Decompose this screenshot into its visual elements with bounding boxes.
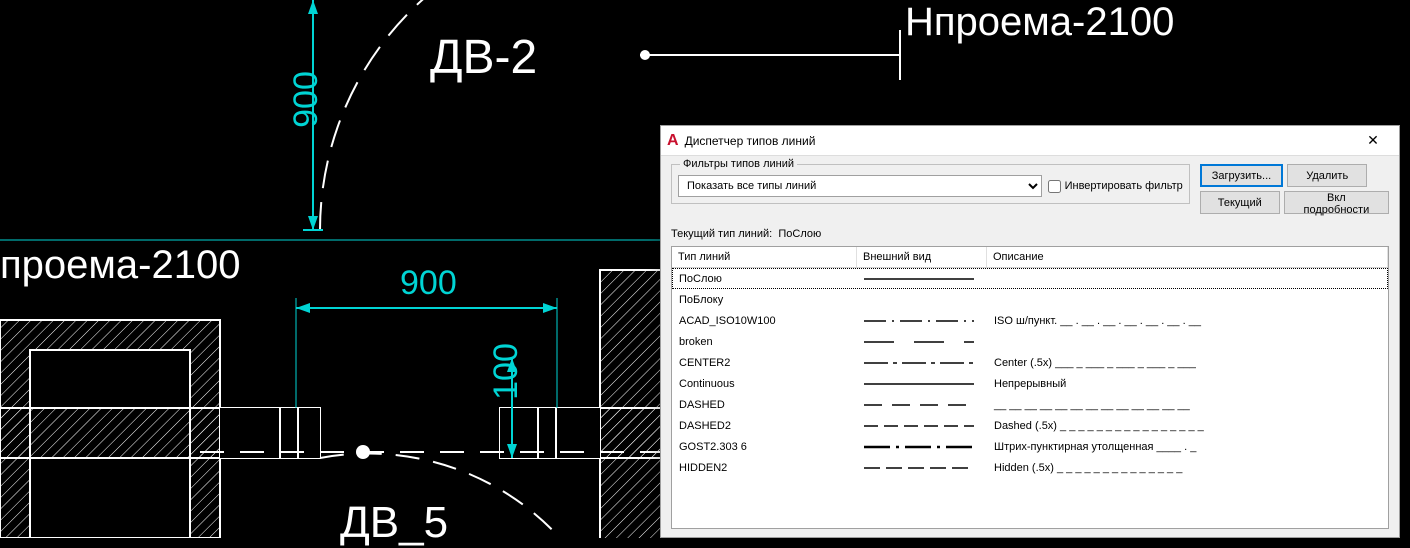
cad-label: проема-2100 (0, 243, 240, 288)
row-name: CENTER2 (673, 357, 858, 369)
row-appearance (858, 290, 988, 309)
load-button[interactable]: Загрузить... (1200, 164, 1283, 187)
filter-select[interactable]: Показать все типы линий (678, 175, 1042, 197)
cad-label: ДВ_5 (340, 498, 448, 548)
row-appearance (858, 395, 988, 414)
linetype-row[interactable]: CENTER2 Center (.5x) ___ _ ___ _ ___ _ __… (672, 352, 1388, 373)
cad-dimension: 900 (400, 264, 457, 303)
row-description: Штрих-пунктирная утолщенная ____ . _ (988, 441, 1387, 453)
linetype-list: Тип линий Внешний вид Описание ПоСлою ПоБ… (671, 246, 1389, 529)
linetype-row[interactable]: ACAD_ISO10W100 ISO ш/пункт. __ . __ . __ … (672, 310, 1388, 331)
row-description: ISO ш/пункт. __ . __ . __ . __ . __ . __… (988, 315, 1387, 327)
current-linetype: Текущий тип линий: ПоСлою (661, 218, 1399, 246)
linetype-manager-dialog: A Диспетчер типов линий ✕ Фильтры типов … (660, 125, 1400, 538)
row-name: ACAD_ISO10W100 (673, 315, 858, 327)
list-header: Тип линий Внешний вид Описание (672, 247, 1388, 268)
close-icon[interactable]: ✕ (1353, 127, 1393, 155)
dialog-title: Диспетчер типов линий (685, 134, 1353, 148)
linetype-row[interactable]: ПоБлоку (672, 289, 1388, 310)
row-appearance (858, 311, 988, 330)
cad-label: ДВ-2 (430, 30, 537, 85)
app-icon: A (667, 132, 679, 150)
row-appearance (858, 416, 988, 435)
cad-dimension: 900 (287, 71, 326, 128)
list-body[interactable]: ПоСлою ПоБлоку ACAD_ISO10W100 ISO ш/пункт. … (672, 268, 1388, 478)
delete-button[interactable]: Удалить (1287, 164, 1367, 187)
row-name: GOST2.303 6 (673, 441, 858, 453)
filter-group: Фильтры типов линий Показать все типы ли… (671, 164, 1190, 204)
cad-dimension: 100 (487, 343, 526, 400)
linetype-row[interactable]: ПоСлою (672, 268, 1388, 289)
row-description: Непрерывный (988, 378, 1387, 390)
details-button[interactable]: Вкл подробности (1284, 191, 1389, 214)
invert-filter-label: Инвертировать фильтр (1065, 180, 1183, 192)
linetype-row[interactable]: DASHED2 Dashed (.5x) _ _ _ _ _ _ _ _ _ _ … (672, 415, 1388, 436)
row-name: DASHED2 (673, 420, 858, 432)
filter-group-label: Фильтры типов линий (680, 158, 797, 170)
row-appearance (858, 437, 988, 456)
row-name: DASHED (673, 399, 858, 411)
row-name: ПоСлою (673, 273, 858, 285)
row-name: broken (673, 336, 858, 348)
row-appearance (858, 269, 988, 288)
col-appearance[interactable]: Внешний вид (857, 247, 987, 267)
row-appearance (858, 458, 988, 477)
linetype-row[interactable]: GOST2.303 6 Штрих-пунктирная утолщенная _… (672, 436, 1388, 457)
col-name[interactable]: Тип линий (672, 247, 857, 267)
col-description[interactable]: Описание (987, 247, 1388, 267)
row-appearance (858, 353, 988, 372)
row-description: Dashed (.5x) _ _ _ _ _ _ _ _ _ _ _ _ _ _… (988, 420, 1387, 432)
row-description: __ __ __ __ __ __ __ __ __ __ __ __ __ (988, 399, 1387, 411)
linetype-row[interactable]: HIDDEN2 Hidden (.5x) _ _ _ _ _ _ _ _ _ _ … (672, 457, 1388, 478)
row-name: ПоБлоку (673, 294, 858, 306)
dialog-body: Фильтры типов линий Показать все типы ли… (661, 156, 1399, 218)
cad-label: Нпроема-2100 (905, 0, 1174, 45)
invert-filter-check[interactable]: Инвертировать фильтр (1048, 180, 1183, 193)
row-appearance (858, 374, 988, 393)
titlebar[interactable]: A Диспетчер типов линий ✕ (661, 126, 1399, 156)
row-appearance (858, 332, 988, 351)
button-column: Загрузить... Удалить Текущий Вкл подробн… (1200, 164, 1389, 214)
invert-filter-checkbox[interactable] (1048, 180, 1061, 193)
row-description: Hidden (.5x) _ _ _ _ _ _ _ _ _ _ _ _ _ _ (988, 462, 1387, 474)
row-name: Continuous (673, 378, 858, 390)
linetype-row[interactable]: Continuous Непрерывный (672, 373, 1388, 394)
row-name: HIDDEN2 (673, 462, 858, 474)
row-description: Center (.5x) ___ _ ___ _ ___ _ ___ _ ___ (988, 357, 1387, 369)
linetype-row[interactable]: broken (672, 331, 1388, 352)
linetype-row[interactable]: DASHED __ __ __ __ __ __ __ __ __ __ __ _… (672, 394, 1388, 415)
current-button[interactable]: Текущий (1200, 191, 1280, 214)
